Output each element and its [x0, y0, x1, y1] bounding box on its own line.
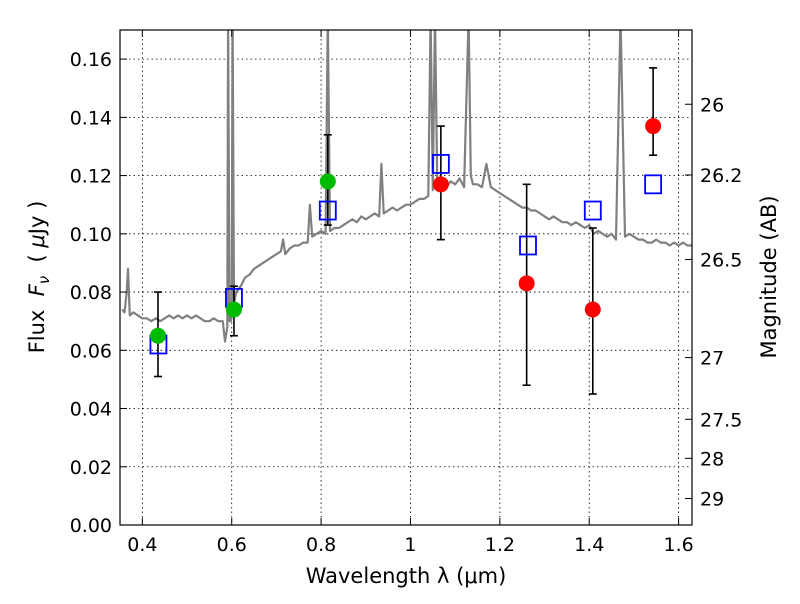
right-axis-label: Magnitude (AB) — [757, 195, 781, 358]
x-axis-ticks: 0.4 0.6 0.8 1 1.2 1.4 1.6 — [127, 30, 694, 556]
right-tick-label: 26.5 — [700, 249, 742, 271]
x-tick-label: 1.4 — [574, 534, 604, 556]
right-axis-ticks: 26 26.2 26.5 27 27.5 28 29 — [685, 94, 742, 511]
y-label-nu: ν — [35, 276, 53, 284]
plot-frame — [119, 29, 693, 526]
green-point — [149, 327, 166, 344]
y-tick-label: 0.08 — [70, 282, 112, 304]
x-tick-label: 0.6 — [217, 534, 247, 556]
y-tick-label: 0.14 — [70, 107, 112, 129]
y-tick-label: 0.06 — [70, 340, 112, 362]
model-square — [318, 200, 337, 221]
y-tick-label: 0.12 — [70, 166, 112, 188]
red-point — [584, 301, 601, 318]
red-point — [432, 176, 449, 193]
y-tick-label: 0.02 — [70, 457, 112, 479]
model-square — [519, 235, 537, 256]
green-points — [149, 173, 336, 344]
x-tick-label: 1.2 — [485, 534, 515, 556]
spectrum-line — [121, 30, 692, 343]
red-points — [432, 118, 662, 318]
y-label-mu: μ — [25, 234, 49, 248]
red-point — [645, 118, 662, 135]
y-label-unit: Jy ) — [25, 201, 49, 237]
right-tick-label: 26.2 — [700, 165, 742, 187]
y-tick-label: 0.16 — [70, 49, 112, 71]
right-tick-label: 28 — [700, 448, 724, 470]
red-point — [518, 275, 535, 292]
y-axis-ticks: 0.00 0.02 0.04 0.06 0.08 0.10 0.12 0.14 0.16 — [70, 49, 127, 537]
x-tick-label: 1 — [404, 534, 416, 556]
right-tick-label: 29 — [700, 489, 724, 511]
model-square — [583, 200, 602, 221]
x-tick-label: 0.8 — [306, 534, 336, 556]
plot-background — [120, 30, 692, 525]
model-square — [644, 174, 663, 195]
y-tick-label: 0.00 — [70, 515, 112, 537]
y-axis-label: Flux Fν ( μJy ) — [25, 201, 53, 354]
y-label-open: ( — [25, 248, 49, 276]
y-tick-label: 0.04 — [70, 399, 112, 421]
right-tick-label: 27 — [700, 348, 724, 370]
y-tick-label: 0.10 — [70, 224, 112, 246]
right-tick-label: 26 — [700, 94, 724, 116]
green-point — [225, 301, 242, 318]
right-tick-label: 27.5 — [700, 409, 742, 431]
green-point — [319, 173, 336, 190]
y-label-flux: Flux — [25, 296, 49, 353]
y-label-f: F — [25, 283, 49, 296]
x-tick-label: 0.4 — [127, 534, 157, 556]
x-axis-label: Wavelength λ (μm) — [306, 564, 507, 588]
model-square — [431, 154, 450, 174]
x-tick-label: 1.6 — [663, 534, 693, 556]
